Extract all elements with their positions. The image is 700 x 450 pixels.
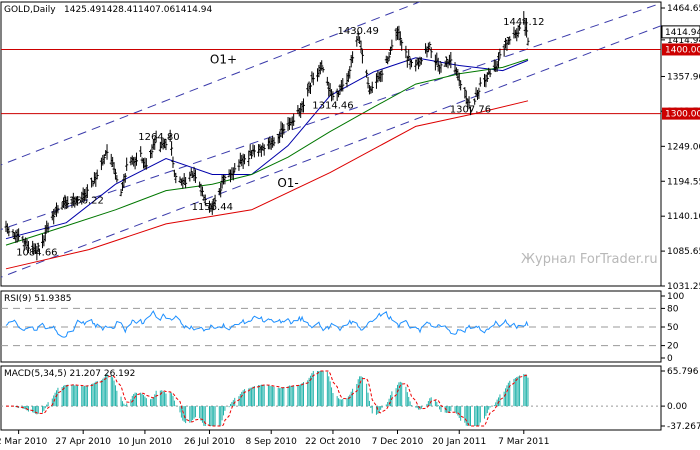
price-axis: 1464.651414.941357.901303.751249.001194.… bbox=[661, 4, 700, 292]
ohlc-open: 1425.49 bbox=[64, 5, 101, 15]
time-tick-label: 12 Mar 2010 bbox=[0, 437, 47, 447]
price-annotation: 1264.80 bbox=[138, 132, 179, 143]
level-tag-label: 1400.00 bbox=[665, 45, 700, 55]
price-tick-label: 1194.55 bbox=[667, 177, 700, 187]
rsi-title: RSI(9) 51.9385 bbox=[4, 294, 71, 304]
price-channel-lines bbox=[1, 2, 661, 278]
level-tag-1 bbox=[662, 43, 700, 56]
time-tick-label: 10 Jun 2010 bbox=[118, 437, 172, 447]
price-panel bbox=[0, 1, 662, 287]
macd-indicator: 65.796 0.00 -37.267 bbox=[1, 367, 700, 432]
time-tick-label: 22 Oct 2010 bbox=[305, 437, 361, 447]
rsi-line bbox=[5, 310, 529, 338]
macd-tick-label: -37.267 bbox=[667, 422, 700, 432]
price-annotation: O1- bbox=[277, 176, 298, 190]
macd-tick-label: 65.796 bbox=[667, 367, 699, 377]
price-annotation: 1084.66 bbox=[16, 248, 57, 259]
macd-tick-label: 0.00 bbox=[667, 402, 687, 412]
rsi-indicator: 100 80 50 20 0 bbox=[1, 292, 684, 364]
price-bars bbox=[4, 11, 530, 261]
level-tag-2 bbox=[662, 107, 700, 120]
time-axis: 12 Mar 2010 27 Apr 2010 10 Jun 2010 26 Jul … bbox=[0, 430, 549, 447]
rsi-tick-label: 100 bbox=[667, 292, 684, 302]
time-tick-label: 20 Jan 2011 bbox=[432, 437, 486, 447]
macd-title: MACD(5,34,5) 21.207 26.192 bbox=[4, 369, 135, 379]
price-tick-label: 1414.94 bbox=[667, 36, 700, 46]
price-annotation: 1430.49 bbox=[338, 26, 379, 37]
price-tick-label: 1249.00 bbox=[667, 142, 700, 152]
macd-signal-line bbox=[6, 370, 529, 427]
price-annotation: 1444.12 bbox=[503, 17, 544, 28]
last-price-label: 1414.94 bbox=[665, 28, 700, 38]
moving-average-1 bbox=[5, 57, 529, 240]
rsi-tick-label: 0 bbox=[667, 354, 673, 364]
last-price-tag bbox=[661, 25, 700, 39]
price-annotations: 1084.66 1166.22 1264.80 1156.44 1314.46 1430.… bbox=[16, 17, 544, 258]
price-annotation: 1156.44 bbox=[192, 202, 233, 213]
time-tick-label: 7 Dec 2010 bbox=[372, 437, 424, 447]
price-tick-label: 1464.65 bbox=[667, 4, 700, 14]
ohlc-low: 1407.06 bbox=[138, 5, 175, 15]
price-tick-label: 1031.25 bbox=[667, 282, 700, 292]
watermark: Журнал ForTrader.ru bbox=[521, 252, 658, 267]
price-tick-label: 1140.10 bbox=[667, 212, 700, 222]
price-tick-label: 1085.65 bbox=[667, 247, 700, 257]
time-tick-label: 26 Jul 2010 bbox=[184, 437, 235, 447]
time-tick-label: 8 Sep 2010 bbox=[246, 437, 298, 447]
channel-line-middle bbox=[1, 2, 661, 231]
horizontal-levels bbox=[1, 48, 661, 115]
ohlc-close: 1414.94 bbox=[175, 5, 212, 15]
rsi-tick-label: 50 bbox=[667, 323, 679, 333]
time-tick-label: 7 Mar 2011 bbox=[498, 437, 549, 447]
symbol-header: GOLD,Daily bbox=[4, 5, 56, 15]
level-tag-label: 1300.00 bbox=[665, 110, 700, 120]
rsi-tick-label: 80 bbox=[667, 304, 679, 314]
price-annotation: 1307.76 bbox=[450, 104, 491, 115]
price-tick-label: 1357.90 bbox=[667, 72, 700, 82]
time-tick-label: 27 Apr 2010 bbox=[55, 437, 111, 447]
price-annotation: 1166.22 bbox=[62, 196, 103, 207]
ohlc-high: 1428.41 bbox=[101, 5, 138, 15]
rsi-tick-label: 20 bbox=[667, 342, 679, 352]
price-annotation: O1+ bbox=[210, 53, 237, 67]
moving-average-3 bbox=[5, 100, 529, 270]
price-annotation: 1314.46 bbox=[312, 101, 353, 112]
